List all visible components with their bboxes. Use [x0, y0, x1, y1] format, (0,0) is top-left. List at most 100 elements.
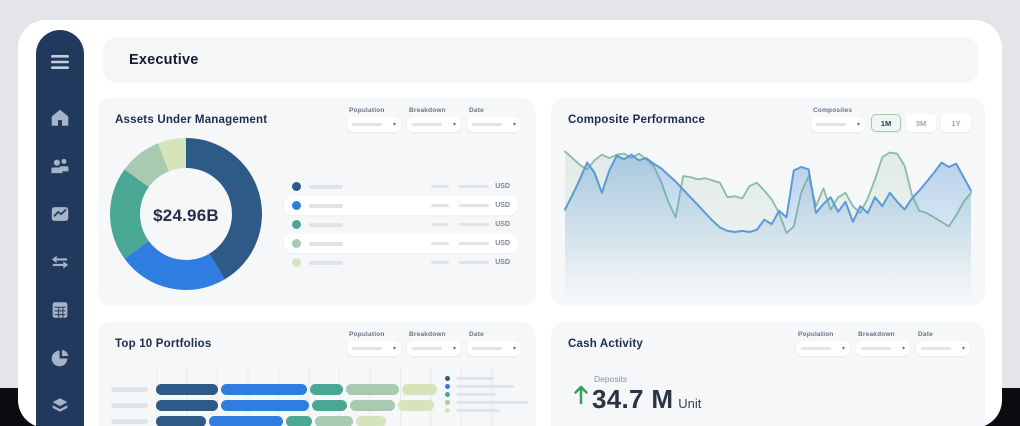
menu-icon[interactable] [48, 50, 72, 79]
legend-dot [445, 383, 450, 389]
donut-segment-0 [186, 138, 262, 280]
filter-label: Population [349, 331, 385, 338]
series-blue-line [564, 153, 972, 233]
aum-legend: USD USD USD USD USD [284, 177, 518, 272]
currency-label: USD [495, 221, 510, 228]
bar-segment-1 [209, 416, 283, 426]
series-blue-area [565, 154, 971, 302]
bar-segment-4 [402, 384, 437, 395]
dropdown-placeholder [412, 123, 442, 126]
population-dropdown[interactable]: ▾ [347, 117, 401, 132]
value-placeholder [431, 261, 450, 264]
layers-icon[interactable] [49, 395, 71, 417]
currency-label: USD [495, 202, 510, 209]
value-placeholder [459, 261, 490, 264]
filter-label: Date [918, 331, 933, 338]
breakdown-dropdown[interactable]: ▾ [856, 341, 910, 356]
stacked-bar [156, 384, 437, 395]
breakdown-dropdown[interactable]: ▾ [407, 117, 461, 132]
sidebar-nav [49, 107, 71, 417]
legend-name-placeholder [456, 408, 500, 412]
sidebar [36, 30, 84, 426]
composites-filter: Composites ▾ [811, 107, 865, 132]
breakdown-dropdown[interactable]: ▾ [407, 341, 461, 356]
aum-total-value: $24.96B [153, 206, 219, 225]
bar-segment-1 [221, 384, 307, 395]
legend-name-placeholder [456, 400, 528, 404]
population-dropdown[interactable]: ▾ [347, 341, 401, 356]
filter-label: Composites [813, 107, 853, 114]
bar-segment-2 [312, 400, 347, 411]
app-window: Executive Assets Under Management Popula… [18, 20, 1002, 426]
legend-name-placeholder [456, 392, 496, 396]
dropdown-placeholder [412, 347, 442, 350]
dropdown-placeholder [472, 123, 502, 126]
reports-icon[interactable] [49, 299, 71, 321]
range-button-1y[interactable]: 1Y [941, 114, 971, 132]
filter-label: Breakdown [858, 331, 895, 338]
aum-donut-chart [106, 134, 266, 294]
filter-date: Date ▾ [467, 107, 521, 132]
chevron-down-icon: ▾ [452, 345, 456, 352]
legend-name-placeholder [309, 260, 343, 265]
currency-label: USD [495, 259, 510, 266]
legend-name-placeholder [309, 203, 343, 208]
range-button-3m[interactable]: 3M [906, 114, 936, 132]
home-icon[interactable] [49, 107, 71, 129]
portfolio-legend-row [445, 406, 528, 414]
currency-label: USD [495, 183, 510, 190]
bar-segment-3 [315, 416, 353, 426]
portfolio-legend-row [445, 398, 528, 406]
dropdown-placeholder [861, 347, 891, 350]
range-button-1m[interactable]: 1M [871, 114, 901, 132]
chevron-down-icon: ▾ [856, 121, 860, 128]
portfolios-legend [445, 374, 528, 414]
chevron-down-icon: ▾ [452, 121, 456, 128]
bar-segment-4 [356, 416, 386, 426]
aum-card-title: Assets Under Management [115, 114, 268, 126]
donut-segment-3 [124, 143, 170, 187]
legend-name-placeholder [309, 241, 343, 246]
population-dropdown[interactable]: ▾ [796, 341, 850, 356]
value-placeholder [431, 204, 450, 207]
transactions-icon[interactable] [49, 251, 71, 273]
bar-segment-3 [350, 400, 395, 411]
deposits-value: 34.7 M [592, 384, 674, 414]
filter-composites: Composites ▾ [811, 107, 865, 132]
date-dropdown[interactable]: ▾ [916, 341, 970, 356]
filter-label: Breakdown [409, 107, 446, 114]
value-placeholder [431, 223, 450, 226]
date-dropdown[interactable]: ▾ [467, 341, 521, 356]
filter-label: Breakdown [409, 331, 446, 338]
filter-label: Population [798, 331, 834, 338]
portfolio-legend-row [445, 382, 528, 390]
legend-name-placeholder [456, 376, 494, 380]
date-dropdown[interactable]: ▾ [467, 117, 521, 132]
legend-name-placeholder [309, 184, 343, 189]
dropdown-placeholder [352, 347, 382, 350]
performance-icon[interactable] [49, 203, 71, 225]
portfolio-bar-row [98, 400, 536, 411]
legend-dot [292, 182, 301, 191]
donut-segment-4 [158, 138, 186, 172]
composite-card: Composite Performance Composites ▾ 1M 3M 1Y [551, 98, 985, 306]
legend-dot [445, 375, 450, 381]
value-placeholder [459, 185, 490, 188]
portfolio-legend-row [445, 374, 528, 382]
bar-segment-1 [221, 400, 309, 411]
deposits-unit: Unit [678, 396, 702, 411]
portfolio-name-placeholder [111, 419, 148, 424]
filter-population: Population ▾ [796, 331, 850, 356]
chevron-down-icon: ▾ [392, 345, 396, 352]
allocation-icon[interactable] [49, 347, 71, 369]
aum-legend-row: USD [284, 177, 518, 196]
filter-label: Date [469, 331, 484, 338]
legend-dot [292, 239, 301, 248]
composites-dropdown[interactable]: ▾ [811, 117, 865, 132]
stacked-bar [156, 400, 434, 411]
deposits-label: Deposits [594, 374, 628, 384]
value-placeholder [431, 185, 450, 188]
bar-segment-2 [286, 416, 312, 426]
clients-icon[interactable] [49, 155, 71, 177]
legend-name-placeholder [456, 384, 514, 388]
